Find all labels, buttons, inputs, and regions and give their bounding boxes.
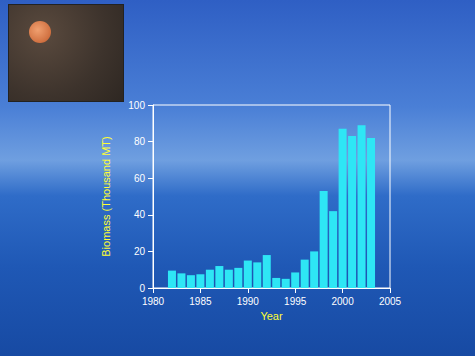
svg-text:80: 80 bbox=[134, 136, 146, 147]
svg-text:40: 40 bbox=[134, 209, 146, 220]
svg-text:20: 20 bbox=[134, 246, 146, 257]
svg-text:2005: 2005 bbox=[379, 296, 402, 307]
svg-text:Biomass (Thousand MT): Biomass (Thousand MT) bbox=[100, 136, 112, 256]
svg-text:1980: 1980 bbox=[142, 296, 165, 307]
svg-text:1985: 1985 bbox=[189, 296, 212, 307]
svg-text:100: 100 bbox=[128, 100, 145, 111]
svg-text:60: 60 bbox=[134, 173, 146, 184]
svg-text:1990: 1990 bbox=[237, 296, 260, 307]
svg-text:1995: 1995 bbox=[284, 296, 307, 307]
svg-text:0: 0 bbox=[139, 283, 145, 294]
svg-text:2000: 2000 bbox=[331, 296, 354, 307]
svg-text:Year: Year bbox=[260, 310, 283, 322]
